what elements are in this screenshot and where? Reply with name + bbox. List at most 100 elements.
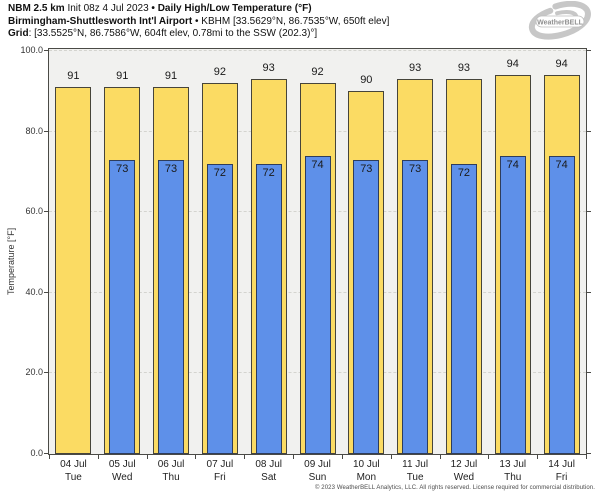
high-value-label: 94	[555, 58, 568, 71]
x-tick-date: 08 Jul	[255, 459, 283, 470]
y-tick-mark	[587, 453, 591, 454]
x-tick-day: Thu	[162, 471, 180, 483]
x-tick-date: 14 Jul	[548, 459, 575, 470]
x-tick-mark	[586, 455, 587, 459]
low-value-label: 73	[116, 162, 129, 175]
low-bar	[255, 163, 282, 454]
low-bar	[402, 159, 429, 454]
x-tick-mark	[390, 455, 392, 459]
header-line-1: NBM 2.5 km Init 08z 4 Jul 2023 • Daily H…	[8, 3, 389, 16]
low-value-label: 74	[506, 158, 519, 171]
x-tick-day: Sat	[261, 471, 277, 483]
station-meta: • KBHM [33.5629°N, 86.7535°W, 650ft elev…	[192, 15, 390, 27]
chart-header: NBM 2.5 km Init 08z 4 Jul 2023 • Daily H…	[8, 3, 389, 41]
y-tick-mark	[44, 372, 48, 374]
x-tick-label: 07 Jul Fri	[195, 459, 244, 484]
high-value-label: 94	[506, 58, 519, 71]
weatherbell-logo: WeatherBELL	[522, 0, 596, 43]
x-tick-day: Tue	[64, 471, 82, 483]
low-value-label: 73	[360, 162, 373, 175]
x-tick-date: 12 Jul	[450, 459, 478, 470]
y-axis-title: Temperature [°F]	[6, 227, 16, 295]
low-bar	[109, 159, 136, 454]
high-value-label: 91	[116, 70, 129, 83]
x-tick-label: 04 Jul Tue	[49, 459, 98, 484]
high-value-label: 92	[311, 66, 324, 79]
x-tick-label: 10 Jul Mon	[342, 459, 391, 484]
x-tick-mark	[244, 455, 246, 459]
x-tick-label: 09 Jul Sun	[293, 459, 342, 484]
grid-meta: : [33.5525°N, 86.7586°W, 604ft elev, 0.7…	[28, 28, 318, 39]
y-tick-label: 100.0	[20, 45, 43, 55]
model-name: NBM 2.5 km	[8, 3, 65, 14]
logo-text: WeatherBELL	[537, 20, 583, 27]
x-tick-mark	[146, 455, 148, 459]
y-tick-mark	[44, 453, 48, 454]
x-tick-label: 12 Jul Wed	[440, 459, 489, 484]
x-tick-date: 07 Jul	[206, 459, 234, 470]
y-tick-label: 0.0	[30, 448, 43, 458]
plot-area: 91 91 73 91 73 92 72 93 72 92 74 90 73 93 73 93 72 94 74 94…	[48, 48, 587, 455]
x-tick-mark	[488, 455, 490, 459]
low-value-label: 72	[213, 166, 226, 179]
x-tick-label: 08 Jul Sat	[244, 459, 293, 484]
low-bar	[206, 163, 233, 454]
gridline	[49, 50, 586, 51]
high-value-label: 93	[457, 62, 471, 75]
x-tick-date: 09 Jul	[304, 459, 331, 470]
y-tick-label: 40.0	[25, 286, 43, 297]
y-tick-mark	[44, 130, 48, 132]
station-name: Birmingham-Shuttlesworth Int'l Airport	[8, 15, 193, 27]
high-value-label: 90	[360, 74, 373, 87]
y-tick-mark	[587, 50, 591, 51]
x-tick-date: 06 Jul	[157, 459, 185, 470]
x-tick-date: 11 Jul	[402, 459, 429, 470]
init-time: Init 08z 4 Jul 2023	[64, 3, 152, 14]
high-value-label: 93	[409, 62, 422, 75]
x-tick-mark	[97, 455, 99, 459]
x-tick-mark	[341, 455, 343, 459]
x-tick-day: Mon	[356, 471, 377, 483]
low-bar	[548, 155, 575, 454]
low-value-label: 74	[311, 158, 324, 171]
x-tick-date: 04 Jul	[60, 459, 87, 470]
x-tick-label: 05 Jul Wed	[98, 459, 147, 484]
y-tick-mark	[587, 291, 591, 293]
low-bar	[304, 155, 331, 454]
x-tick-date: 05 Jul	[108, 459, 136, 470]
x-tick-day: Fri	[214, 471, 226, 483]
grid-label: Grid	[8, 28, 29, 39]
high-value-label: 93	[262, 62, 275, 75]
y-tick-mark	[44, 211, 48, 213]
x-tick-day: Thu	[504, 471, 522, 483]
low-bar	[499, 155, 526, 454]
high-bar	[55, 87, 92, 454]
x-tick-label: 13 Jul Thu	[488, 459, 537, 484]
chart-title: • Daily High/Low Temperature (°F)	[151, 3, 312, 14]
x-tick-day: Tue	[406, 471, 424, 483]
low-value-label: 73	[409, 162, 422, 175]
x-tick-day: Wed	[112, 471, 133, 483]
x-tick-mark	[537, 455, 539, 459]
low-bar	[450, 163, 477, 454]
header-line-2: Birmingham-Shuttlesworth Int'l Airport •…	[8, 16, 389, 29]
x-tick-mark	[293, 455, 295, 459]
swirl-icon: WeatherBELL	[528, 0, 591, 40]
y-tick-mark	[587, 372, 591, 374]
low-bar	[353, 159, 380, 454]
x-tick-date: 13 Jul	[499, 459, 527, 470]
x-tick-day: Fri	[555, 471, 568, 483]
x-tick-label: 11 Jul Tue	[391, 459, 440, 484]
high-value-label: 91	[164, 70, 178, 83]
low-value-label: 73	[164, 162, 178, 175]
y-tick-mark	[44, 291, 48, 293]
x-tick-mark	[195, 455, 197, 459]
low-value-label: 72	[457, 166, 471, 179]
y-tick-mark	[44, 50, 48, 51]
x-tick-day: Wed	[453, 471, 475, 483]
y-tick-label: 20.0	[25, 367, 43, 378]
y-tick-label: 60.0	[25, 206, 43, 217]
low-value-label: 72	[262, 166, 275, 179]
y-tick-label: 80.0	[25, 125, 43, 136]
low-bar	[158, 159, 185, 454]
